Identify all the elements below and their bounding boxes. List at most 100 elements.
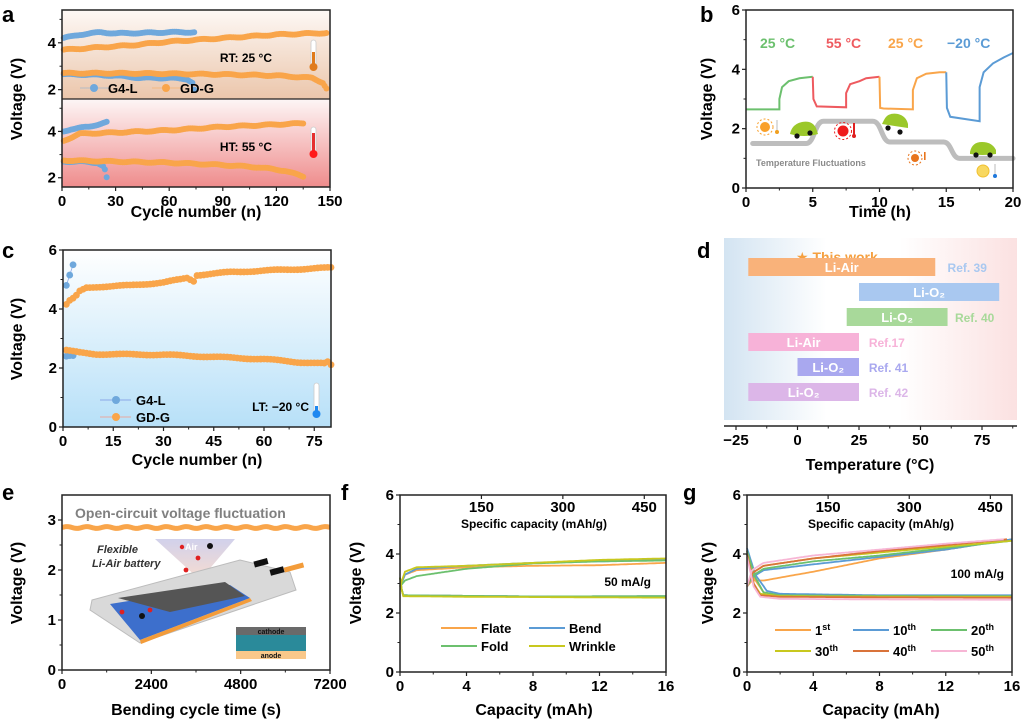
data-point-gdg-charge bbox=[190, 277, 198, 285]
data-point-g4l-charge bbox=[69, 261, 77, 269]
plot-background bbox=[400, 495, 666, 672]
curve-50-charge bbox=[746, 538, 1004, 587]
top-tick-label: 450 bbox=[632, 499, 657, 516]
annotation-rate: 100 mA/g bbox=[951, 567, 1004, 581]
plot-background bbox=[63, 250, 331, 427]
x-tick-label: 12 bbox=[591, 678, 608, 695]
y-axis-label: Voltage (V) bbox=[699, 58, 716, 140]
legend-label-gdg: GD-G bbox=[180, 81, 214, 96]
top-tick-label: 300 bbox=[897, 499, 922, 516]
voltage-segment-2 bbox=[878, 71, 947, 111]
legend-label-superscript: th bbox=[907, 622, 916, 632]
bar-label: Li-O₂ bbox=[881, 310, 913, 325]
legend-label-superscript: th bbox=[907, 643, 916, 653]
x-tick-label: 75 bbox=[974, 432, 991, 449]
curve-40-charge bbox=[746, 538, 1008, 587]
cathode-layer bbox=[118, 582, 245, 612]
inset-caption-line1: Flexible bbox=[97, 544, 138, 556]
reference-label: Ref. 41 bbox=[869, 361, 909, 375]
segment-label-25c-a: 25 °C bbox=[760, 35, 795, 51]
y-tick-label: 6 bbox=[732, 2, 740, 19]
panel-c: 0 15 30 45 60 75 0 2 4 6 G4-L GD-G LT: −20 °C Cyc… bbox=[9, 242, 335, 469]
legend-label-g4l: G4-L bbox=[136, 393, 166, 408]
y-tick-label: 4 bbox=[732, 61, 741, 78]
legend-marker-gdg bbox=[112, 413, 120, 421]
legend-label-superscript: th bbox=[985, 622, 994, 632]
sun-warm-icon bbox=[756, 118, 779, 136]
sun-mild-icon bbox=[907, 150, 926, 166]
cathode-label: cathode bbox=[258, 629, 285, 636]
bar-label: Li-O₂ bbox=[812, 360, 844, 375]
annotation-rate: 50 mA/g bbox=[604, 575, 651, 589]
temperature-curve bbox=[750, 118, 1016, 161]
x-tick-label: 4800 bbox=[224, 676, 257, 693]
rt-background bbox=[62, 10, 330, 99]
top-axis-label: Specific capacity (mAh/g) bbox=[461, 517, 607, 531]
x-tick-label: 30 bbox=[155, 433, 172, 450]
data-point-g4-l-discharge bbox=[101, 166, 108, 173]
y-tick-label: 0 bbox=[732, 180, 740, 197]
x-tick-label: 2400 bbox=[135, 676, 168, 693]
y-tick-label: 1 bbox=[48, 612, 56, 629]
legend-label-gdg: GD-G bbox=[136, 410, 170, 425]
top-axis-label: Specific capacity (mAh/g) bbox=[808, 517, 954, 531]
panel-letter-d: d bbox=[697, 238, 710, 263]
x-tick-label: 75 bbox=[306, 433, 323, 450]
data-point-gd-g-charge bbox=[300, 120, 307, 127]
sun-hot-icon bbox=[834, 122, 856, 140]
curve-Flate-charge bbox=[399, 562, 666, 587]
anode-strip bbox=[140, 598, 252, 644]
panel-g: 150 300 450 0 4 8 12 16 0 2 4 6 Specific capacity (… bbox=[700, 487, 1020, 719]
x-tick-label: 120 bbox=[264, 193, 289, 210]
data-point-g4l-charge bbox=[62, 282, 70, 289]
legend-label: Wrinkle bbox=[569, 639, 616, 654]
x-tick-label: 90 bbox=[214, 193, 231, 210]
x-axis-label: Time (h) bbox=[849, 204, 911, 221]
x-tick-label: 5 bbox=[809, 194, 817, 211]
y-tick-label: 4 bbox=[48, 123, 57, 140]
curve-20-charge bbox=[746, 539, 1013, 587]
x-tick-label: 8 bbox=[529, 678, 537, 695]
legend-label: Flate bbox=[481, 621, 511, 636]
y-tick-label: 2 bbox=[48, 562, 56, 579]
flexible-battery-illustration: Air cathode anode bbox=[89, 539, 306, 660]
x-tick-label: 0 bbox=[58, 676, 66, 693]
legend: G4-L GD-G bbox=[100, 393, 170, 425]
panel-d: ★ This work Li-AirLi-O₂Li-O₂Li-AirLi-O₂L… bbox=[723, 238, 1017, 474]
x-tick-label: 0 bbox=[742, 194, 750, 211]
x-tick-label: 8 bbox=[875, 678, 883, 695]
y-tick-label: 0 bbox=[733, 664, 741, 681]
legend-label-superscript: th bbox=[829, 643, 838, 653]
y-tick-label: 2 bbox=[48, 82, 56, 99]
top-tick-label: 450 bbox=[978, 499, 1003, 516]
bar-label: Li-Air bbox=[825, 260, 859, 275]
y-tick-label: 6 bbox=[49, 242, 57, 259]
legend-marker-g4l bbox=[112, 396, 120, 404]
x-tick-label: 25 bbox=[851, 432, 868, 449]
legend-label-superscript: th bbox=[985, 643, 994, 653]
y-axis-label: Voltage (V) bbox=[9, 58, 26, 140]
x-axis-label: Capacity (mAh) bbox=[822, 702, 939, 719]
segment-label-minus20c: −20 °C bbox=[947, 35, 990, 51]
panel-letter-a: a bbox=[2, 2, 15, 27]
x-tick-label: 0 bbox=[59, 433, 67, 450]
range-bar bbox=[846, 308, 948, 326]
temperature-fluctuations-label: Temperature Fluctuations bbox=[756, 158, 866, 168]
x-tick-label: 16 bbox=[1004, 678, 1021, 695]
data-point-gd-g-discharge bbox=[323, 85, 330, 92]
x-tick-label: 150 bbox=[317, 193, 342, 210]
y-axis-label: Voltage (V) bbox=[9, 298, 26, 380]
x-tick-label: 15 bbox=[105, 433, 122, 450]
curve-Wrinkle-discharge bbox=[399, 577, 666, 599]
legend-label: Bend bbox=[569, 621, 602, 636]
data-point-g4-l-discharge bbox=[103, 174, 110, 181]
y-tick-label: 4 bbox=[48, 35, 57, 52]
voltage-segment-0 bbox=[746, 75, 813, 111]
top-tick-label: 150 bbox=[816, 499, 841, 516]
y-tick-label: 6 bbox=[386, 487, 394, 504]
data-point-g4-l-discharge bbox=[189, 79, 196, 86]
x-tick-label: 20 bbox=[1005, 194, 1022, 211]
x-tick-label: 12 bbox=[937, 678, 954, 695]
x-axis-label: Temperature (°C) bbox=[806, 457, 935, 474]
curve-50-discharge bbox=[746, 556, 1012, 601]
